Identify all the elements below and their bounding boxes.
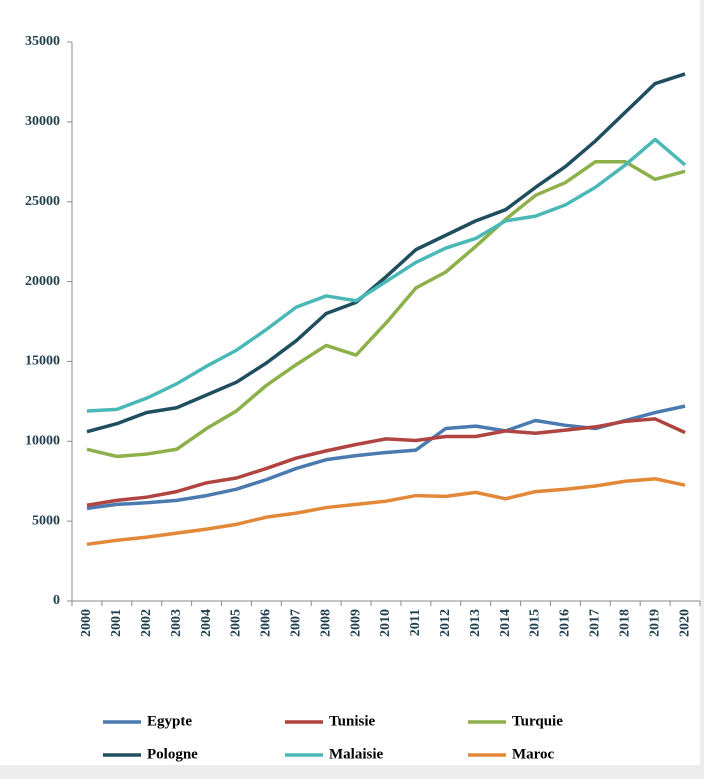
- x-tick-label: 2002: [139, 609, 154, 637]
- x-tick-label: 2005: [229, 609, 244, 637]
- background: [0, 0, 700, 765]
- x-tick-label: 2017: [588, 609, 603, 637]
- y-tick-label: 30000: [25, 114, 60, 129]
- y-tick-label: 20000: [25, 274, 60, 289]
- y-tick-label: 35000: [25, 34, 60, 49]
- x-tick-label: 2004: [199, 609, 214, 637]
- line-series: [86, 160, 686, 459]
- x-tick-label: 2008: [318, 609, 333, 637]
- line-series: [86, 137, 687, 413]
- x-tick-label: 2012: [438, 609, 453, 637]
- x-tick-label: 2018: [617, 609, 632, 637]
- y-tick-label: 15000: [25, 354, 60, 369]
- line-series: [86, 477, 686, 547]
- y-tick-label: 0: [53, 593, 60, 608]
- x-tick-label: 2000: [79, 609, 94, 637]
- legend-label: Turquie: [512, 713, 563, 729]
- y-tick-label: 5000: [32, 513, 60, 528]
- x-tick-label: 2001: [109, 609, 124, 637]
- x-tick-label: 2007: [289, 609, 304, 637]
- legend-label: Pologne: [147, 746, 198, 762]
- x-tick-label: 2003: [169, 609, 184, 637]
- x-tick-label: 2016: [558, 609, 573, 637]
- line-series: [86, 72, 686, 434]
- legend-label: Maroc: [512, 746, 555, 762]
- legend-label: Malaisie: [329, 746, 383, 762]
- x-tick-label: 2015: [528, 609, 543, 637]
- x-tick-label: 2019: [647, 609, 662, 637]
- legend-label: Egypte: [147, 713, 192, 729]
- x-tick-label: 2013: [468, 609, 483, 637]
- x-tick-label: 2010: [378, 609, 393, 637]
- y-tick-label: 10000: [25, 434, 60, 449]
- x-tick-label: 2011: [408, 609, 423, 636]
- x-tick-label: 2020: [677, 609, 692, 637]
- legend-label: Tunisie: [329, 713, 375, 729]
- x-tick-label: 2006: [259, 609, 274, 637]
- line-series: [86, 417, 686, 507]
- x-tick-label: 2014: [498, 609, 513, 637]
- y-tick-label: 25000: [25, 194, 60, 209]
- x-tick-label: 2009: [348, 609, 363, 637]
